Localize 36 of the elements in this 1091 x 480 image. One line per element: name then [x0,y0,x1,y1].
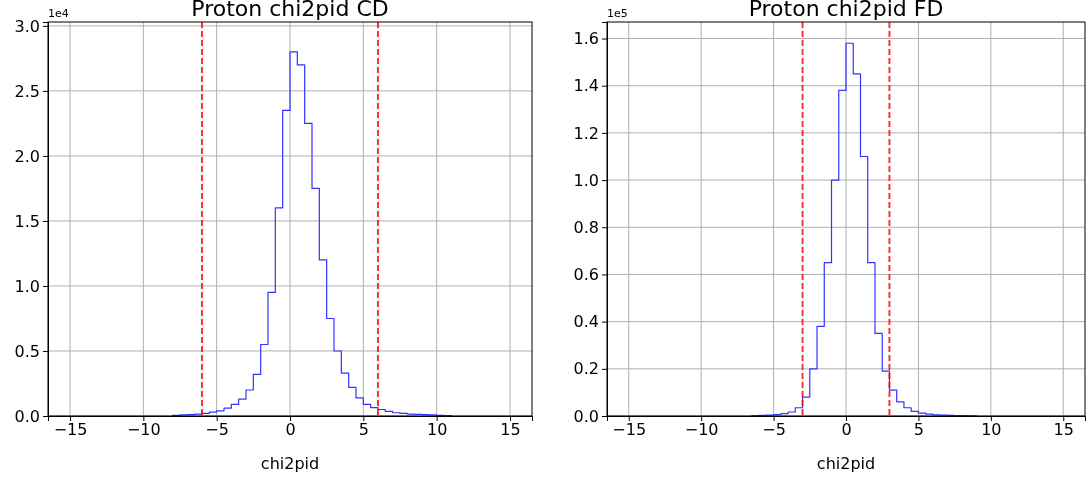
x-tick-label: −5 [762,420,786,440]
x-tick-label: 0 [285,420,296,440]
x-tick-label: 10 [426,420,448,440]
chart-title: Proton chi2pid FD [748,0,944,21]
y-tick-label: 1.6 [573,29,599,49]
x-tick-label: 5 [913,420,925,440]
y-tick-label: 0.0 [573,406,599,426]
y-tick-label: 1.2 [573,123,599,143]
y-tick-label: 0.5 [14,341,40,361]
x-tick-label: −10 [684,420,719,440]
x-tick-label: 0 [841,420,852,440]
y-tick-label: 0.4 [573,312,599,332]
x-tick-label: 15 [1053,420,1074,440]
y-tick-label: 2.5 [14,81,40,101]
y-tick-label: 0.6 [573,265,599,285]
y-tick-label: 3.0 [14,16,40,36]
x-tick-label: −10 [126,420,161,440]
y-tick-label: 1.5 [14,211,40,231]
x-tick-label: −5 [205,420,229,440]
x-tick-label: −15 [53,420,88,440]
y-tick-label: 0.2 [573,359,599,379]
x-tick-label: −15 [612,420,647,440]
y-tick-label: 0.8 [573,217,599,237]
y-tick-label: 1.0 [14,276,40,296]
x-axis-title: chi2pid [260,454,320,473]
y-tick-label: 1.0 [573,170,599,190]
chart-title: Proton chi2pid CD [191,0,389,21]
x-tick-label: 5 [358,420,369,440]
y-tick-label: 1.4 [573,76,599,96]
y-tick-label: 0.0 [14,406,40,426]
x-tick-label: 10 [981,420,1002,440]
text: 1e4 [48,7,69,20]
text: 1e5 [607,7,628,20]
x-tick-label: 15 [500,420,521,440]
y-tick-label: 2.0 [14,146,40,166]
x-axis-title: chi2pid [816,454,876,473]
